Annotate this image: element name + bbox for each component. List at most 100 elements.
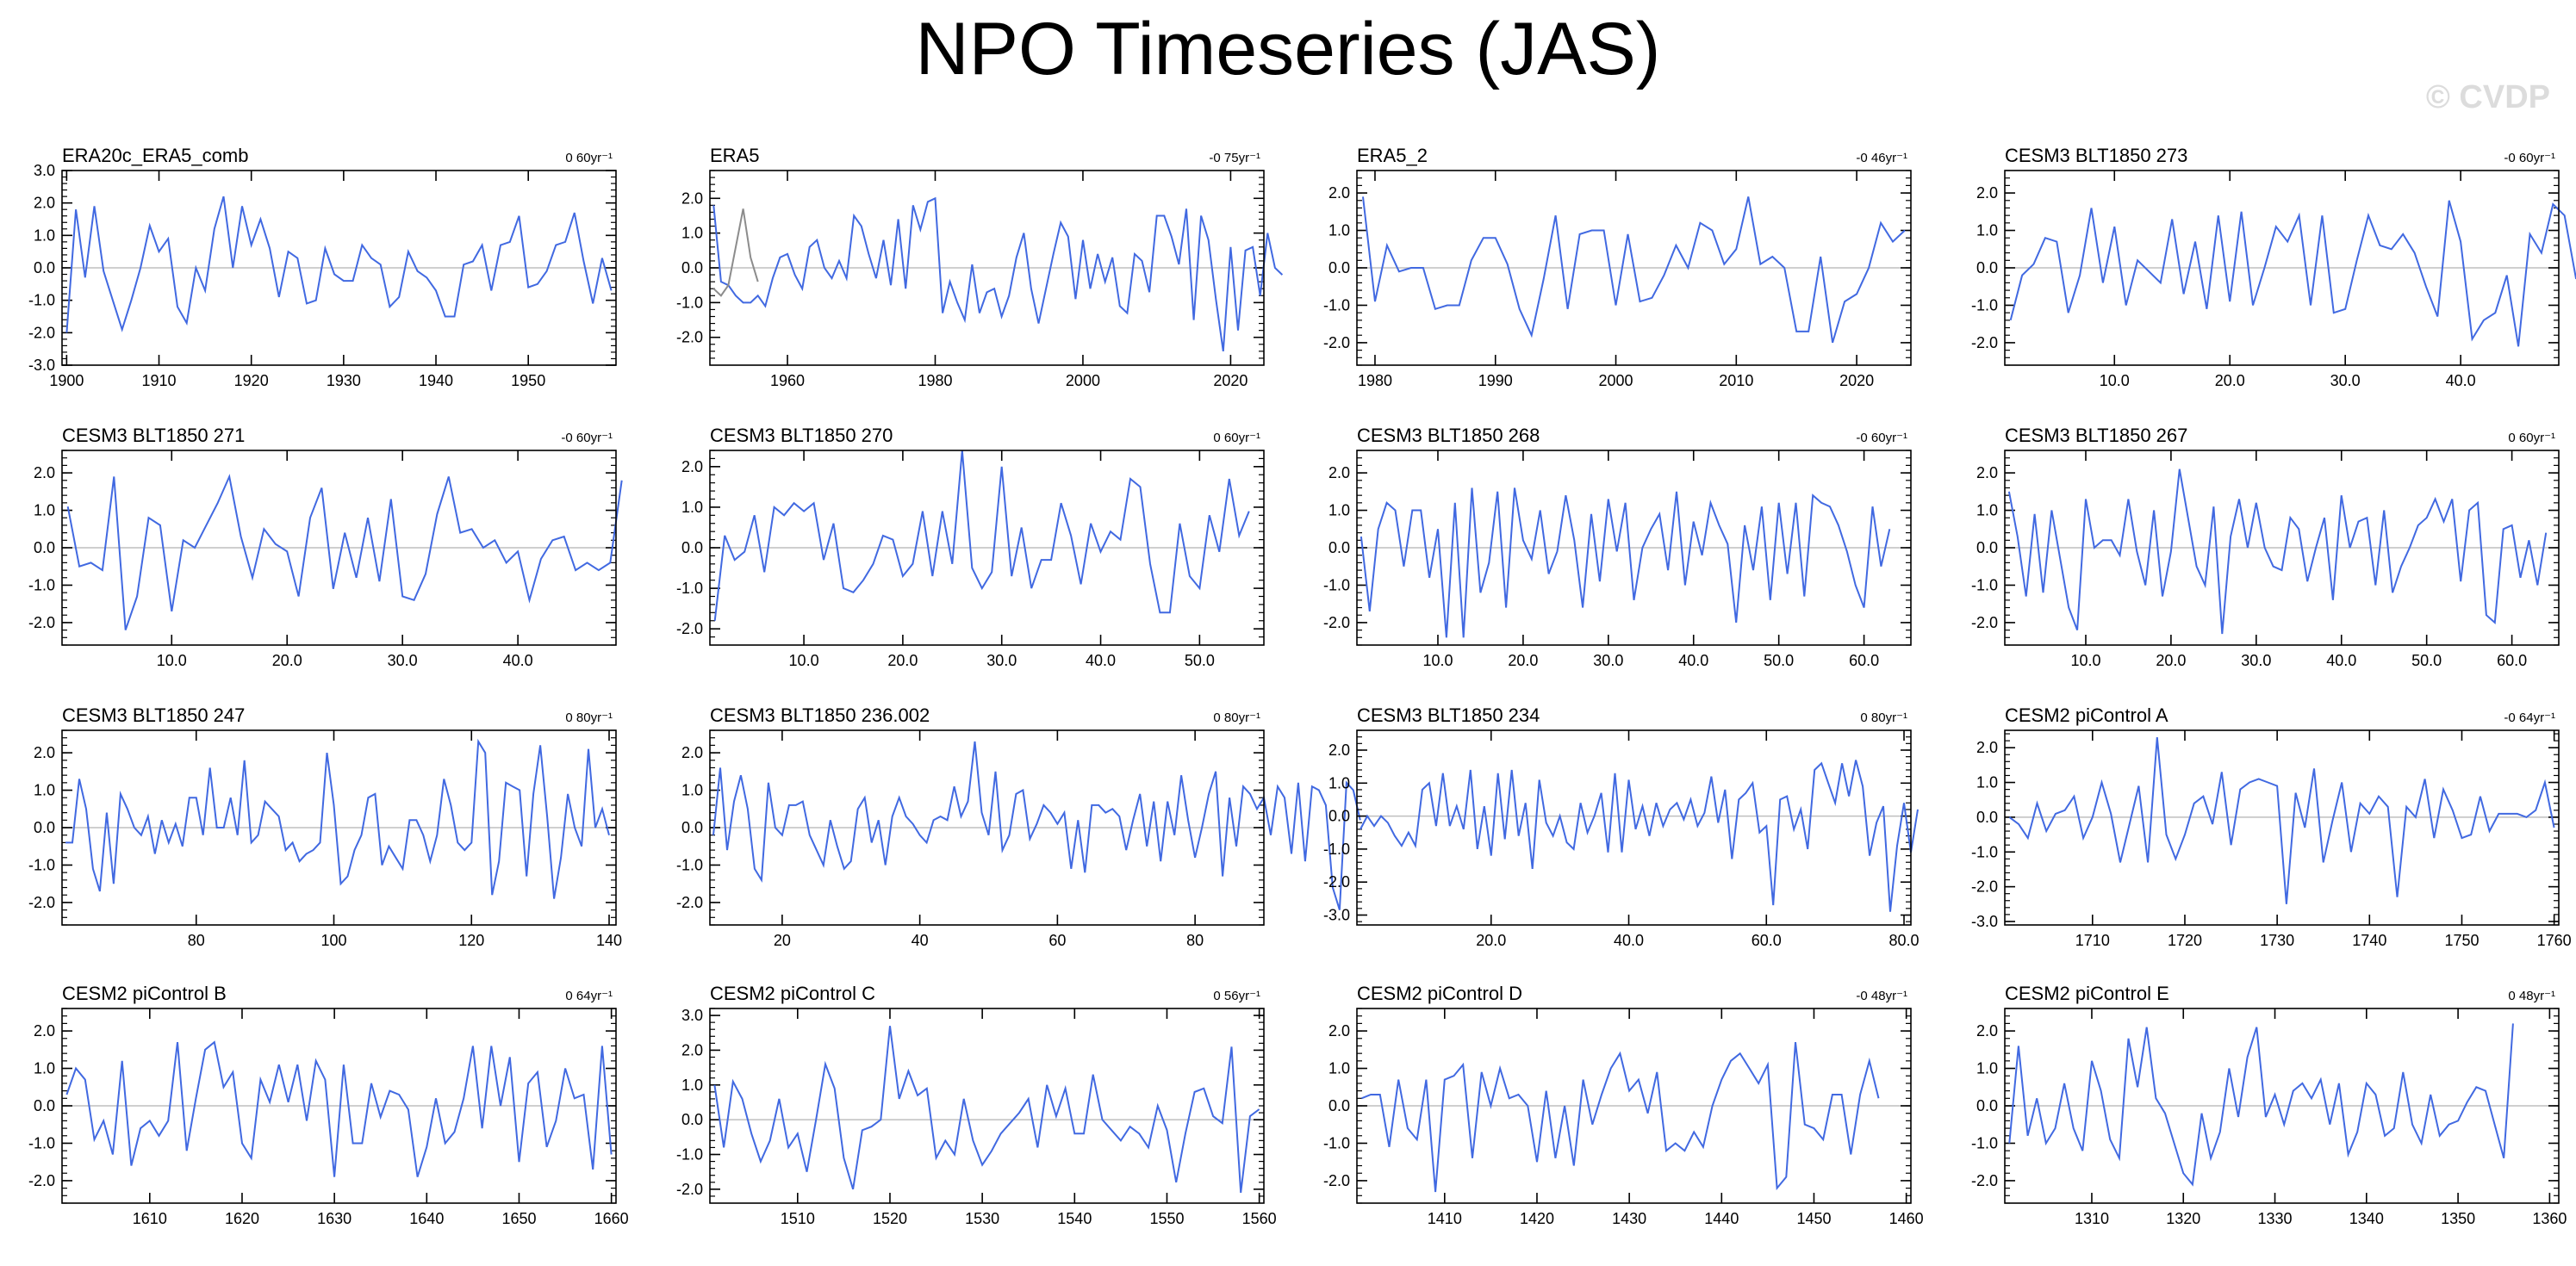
series-line xyxy=(1361,1041,1880,1193)
y-tick-label: 0.0 xyxy=(34,819,55,836)
x-tick-label: 1960 xyxy=(770,372,805,389)
timeseries-panel: 2.0 1.0 0.0 -1.0 -2.0 1410 1420 1430 1440 1450 146… xyxy=(1323,983,1924,1227)
y-tick-label: 2.0 xyxy=(681,189,703,207)
panel-title: CESM2 piControl B xyxy=(62,983,227,1004)
y-tick-label: -2.0 xyxy=(676,894,703,911)
plot-frame xyxy=(709,1008,1265,1204)
trend-label: -0 60yr⁻¹ xyxy=(1856,431,1907,445)
timeseries-panel: 2.0 1.0 0.0 -1.0 -2.0 10.0 20.0 30.0 40.0 50.0 CES… xyxy=(676,425,1265,669)
y-tick-label: 1.0 xyxy=(1976,1060,1998,1077)
x-tick-label: 140 xyxy=(596,932,622,949)
timeseries-panel: 2.0 1.0 0.0 -1.0 -2.0 20 40 60 80 CESM3 BLT1850 2… xyxy=(676,704,1361,949)
y-tick-label: 2.0 xyxy=(34,1022,55,1039)
trend-label: 0 64yr⁻¹ xyxy=(565,989,613,1003)
plot-frame xyxy=(1356,1008,1912,1204)
series-line xyxy=(1360,760,1919,912)
y-tick-label: -1.0 xyxy=(1971,296,1998,313)
x-tick-label: 1720 xyxy=(2168,932,2202,949)
panel-title: CESM3 BLT1850 234 xyxy=(1357,704,1540,726)
plot-frame xyxy=(2004,729,2560,926)
y-tick-label: 1.0 xyxy=(681,1077,703,1094)
x-tick-label: 40.0 xyxy=(2446,372,2476,389)
timeseries-panel: 2.0 1.0 0.0 -1.0 -2.0 10.0 20.0 30.0 40.0 CESM3 B… xyxy=(1971,145,2576,389)
trend-label: -0 64yr⁻¹ xyxy=(2504,711,2555,725)
trend-label: -0 60yr⁻¹ xyxy=(561,431,613,445)
x-tick-label: 10.0 xyxy=(157,652,187,669)
x-tick-label: 1620 xyxy=(225,1210,259,1227)
x-tick-label: 1460 xyxy=(1889,1210,1924,1227)
timeseries-panel: 3.0 2.0 1.0 0.0 -1.0 -2.0 1510 1520 1530 1540 1550… xyxy=(676,983,1277,1227)
x-tick-label: 20.0 xyxy=(2156,652,2186,669)
plot-frame xyxy=(61,729,617,926)
x-tick-label: 1930 xyxy=(327,372,361,389)
y-tick-label: -1.0 xyxy=(676,856,703,873)
trend-label: 0 48yr⁻¹ xyxy=(2508,989,2555,1003)
y-tick-label: 0.0 xyxy=(1976,809,1998,826)
y-tick-label: -1.0 xyxy=(1323,576,1350,593)
series-line xyxy=(1362,196,1906,344)
x-tick-label: 1980 xyxy=(918,372,952,389)
x-tick-label: 1330 xyxy=(2258,1210,2293,1227)
x-tick-label: 2020 xyxy=(1213,372,1248,389)
y-tick-label: -3.0 xyxy=(28,357,55,374)
y-tick-label: 0.0 xyxy=(681,539,703,556)
x-tick-label: 1410 xyxy=(1428,1210,1462,1227)
trend-label: 0 80yr⁻¹ xyxy=(1860,711,1907,725)
page-title: NPO Timeseries (JAS) xyxy=(915,8,1661,90)
y-tick-label: -3.0 xyxy=(1971,913,1998,930)
panel-title: CESM2 piControl D xyxy=(1357,983,1522,1004)
y-tick-label: 1.0 xyxy=(681,225,703,242)
y-tick-label: 1.0 xyxy=(34,227,55,244)
y-tick-label: 0.0 xyxy=(1976,1097,1998,1114)
panel-title: CESM2 piControl A xyxy=(2005,704,2168,726)
series-line xyxy=(2008,1023,2514,1187)
x-tick-label: 40.0 xyxy=(503,652,533,669)
timeseries-panel: 2.0 1.0 0.0 -1.0 -2.0 80 100 120 140 CESM3 BLT185… xyxy=(28,704,622,949)
trend-label: 0 80yr⁻¹ xyxy=(565,711,613,725)
y-tick-label: -1.0 xyxy=(1971,843,1998,860)
y-tick-label: 1.0 xyxy=(34,782,55,799)
x-tick-label: 40.0 xyxy=(1086,652,1116,669)
trend-label: 0 60yr⁻¹ xyxy=(1213,431,1260,445)
plot-frame xyxy=(709,450,1265,646)
x-tick-label: 20.0 xyxy=(1508,652,1538,669)
y-tick-label: 2.0 xyxy=(34,744,55,761)
y-tick-label: 0.0 xyxy=(34,539,55,556)
y-tick-label: 0.0 xyxy=(1976,539,1998,556)
x-tick-label: 1340 xyxy=(2349,1210,2384,1227)
x-tick-label: 1540 xyxy=(1057,1210,1092,1227)
y-tick-label: -1.0 xyxy=(1323,841,1350,858)
y-tick-label: 2.0 xyxy=(681,1041,703,1058)
panel-title: CESM3 BLT1850 236.002 xyxy=(710,704,930,726)
y-tick-label: 0.0 xyxy=(1328,259,1350,276)
y-tick-label: 1.0 xyxy=(1976,774,1998,791)
plot-frame xyxy=(2004,170,2560,366)
series-line xyxy=(712,741,1361,910)
x-tick-label: 1320 xyxy=(2166,1210,2200,1227)
x-tick-label: 80 xyxy=(1186,932,1204,949)
timeseries-panel: 2.0 1.0 0.0 -1.0 -2.0 1610 1620 1630 1640 1650 166… xyxy=(28,983,629,1227)
x-tick-label: 60.0 xyxy=(1849,652,1879,669)
timeseries-panel: 2.0 1.0 0.0 -1.0 -2.0 10.0 20.0 30.0 40.0 50.0 60.… xyxy=(1971,425,2560,669)
x-tick-label: 1940 xyxy=(419,372,453,389)
x-tick-label: 40.0 xyxy=(1678,652,1708,669)
y-tick-label: 1.0 xyxy=(1976,222,1998,239)
plot-frame xyxy=(709,729,1265,926)
timeseries-panel: 2.0 1.0 0.0 -1.0 -2.0 -3.0 20.0 40.0 60.0 80.0 CES… xyxy=(1323,704,1920,949)
y-tick-label: -2.0 xyxy=(28,894,55,911)
panel-title: ERA20c_ERA5_comb xyxy=(62,145,248,166)
y-tick-label: 2.0 xyxy=(1976,184,1998,202)
x-tick-label: 1420 xyxy=(1520,1210,1554,1227)
panel-title: ERA5 xyxy=(710,145,759,166)
y-tick-label: -2.0 xyxy=(1323,1172,1350,1189)
y-tick-label: 2.0 xyxy=(1976,739,1998,756)
plot-frame xyxy=(61,450,617,646)
y-tick-label: -1.0 xyxy=(28,1134,55,1151)
trend-label: -0 46yr⁻¹ xyxy=(1856,151,1907,165)
x-tick-label: 1450 xyxy=(1796,1210,1831,1227)
timeseries-panel: 2.0 1.0 0.0 -1.0 -2.0 10.0 20.0 30.0 40.0 CESM3 B… xyxy=(28,425,623,669)
x-tick-label: 50.0 xyxy=(2411,652,2442,669)
y-tick-label: 1.0 xyxy=(1328,1060,1350,1077)
plot-frame xyxy=(2004,1008,2560,1204)
